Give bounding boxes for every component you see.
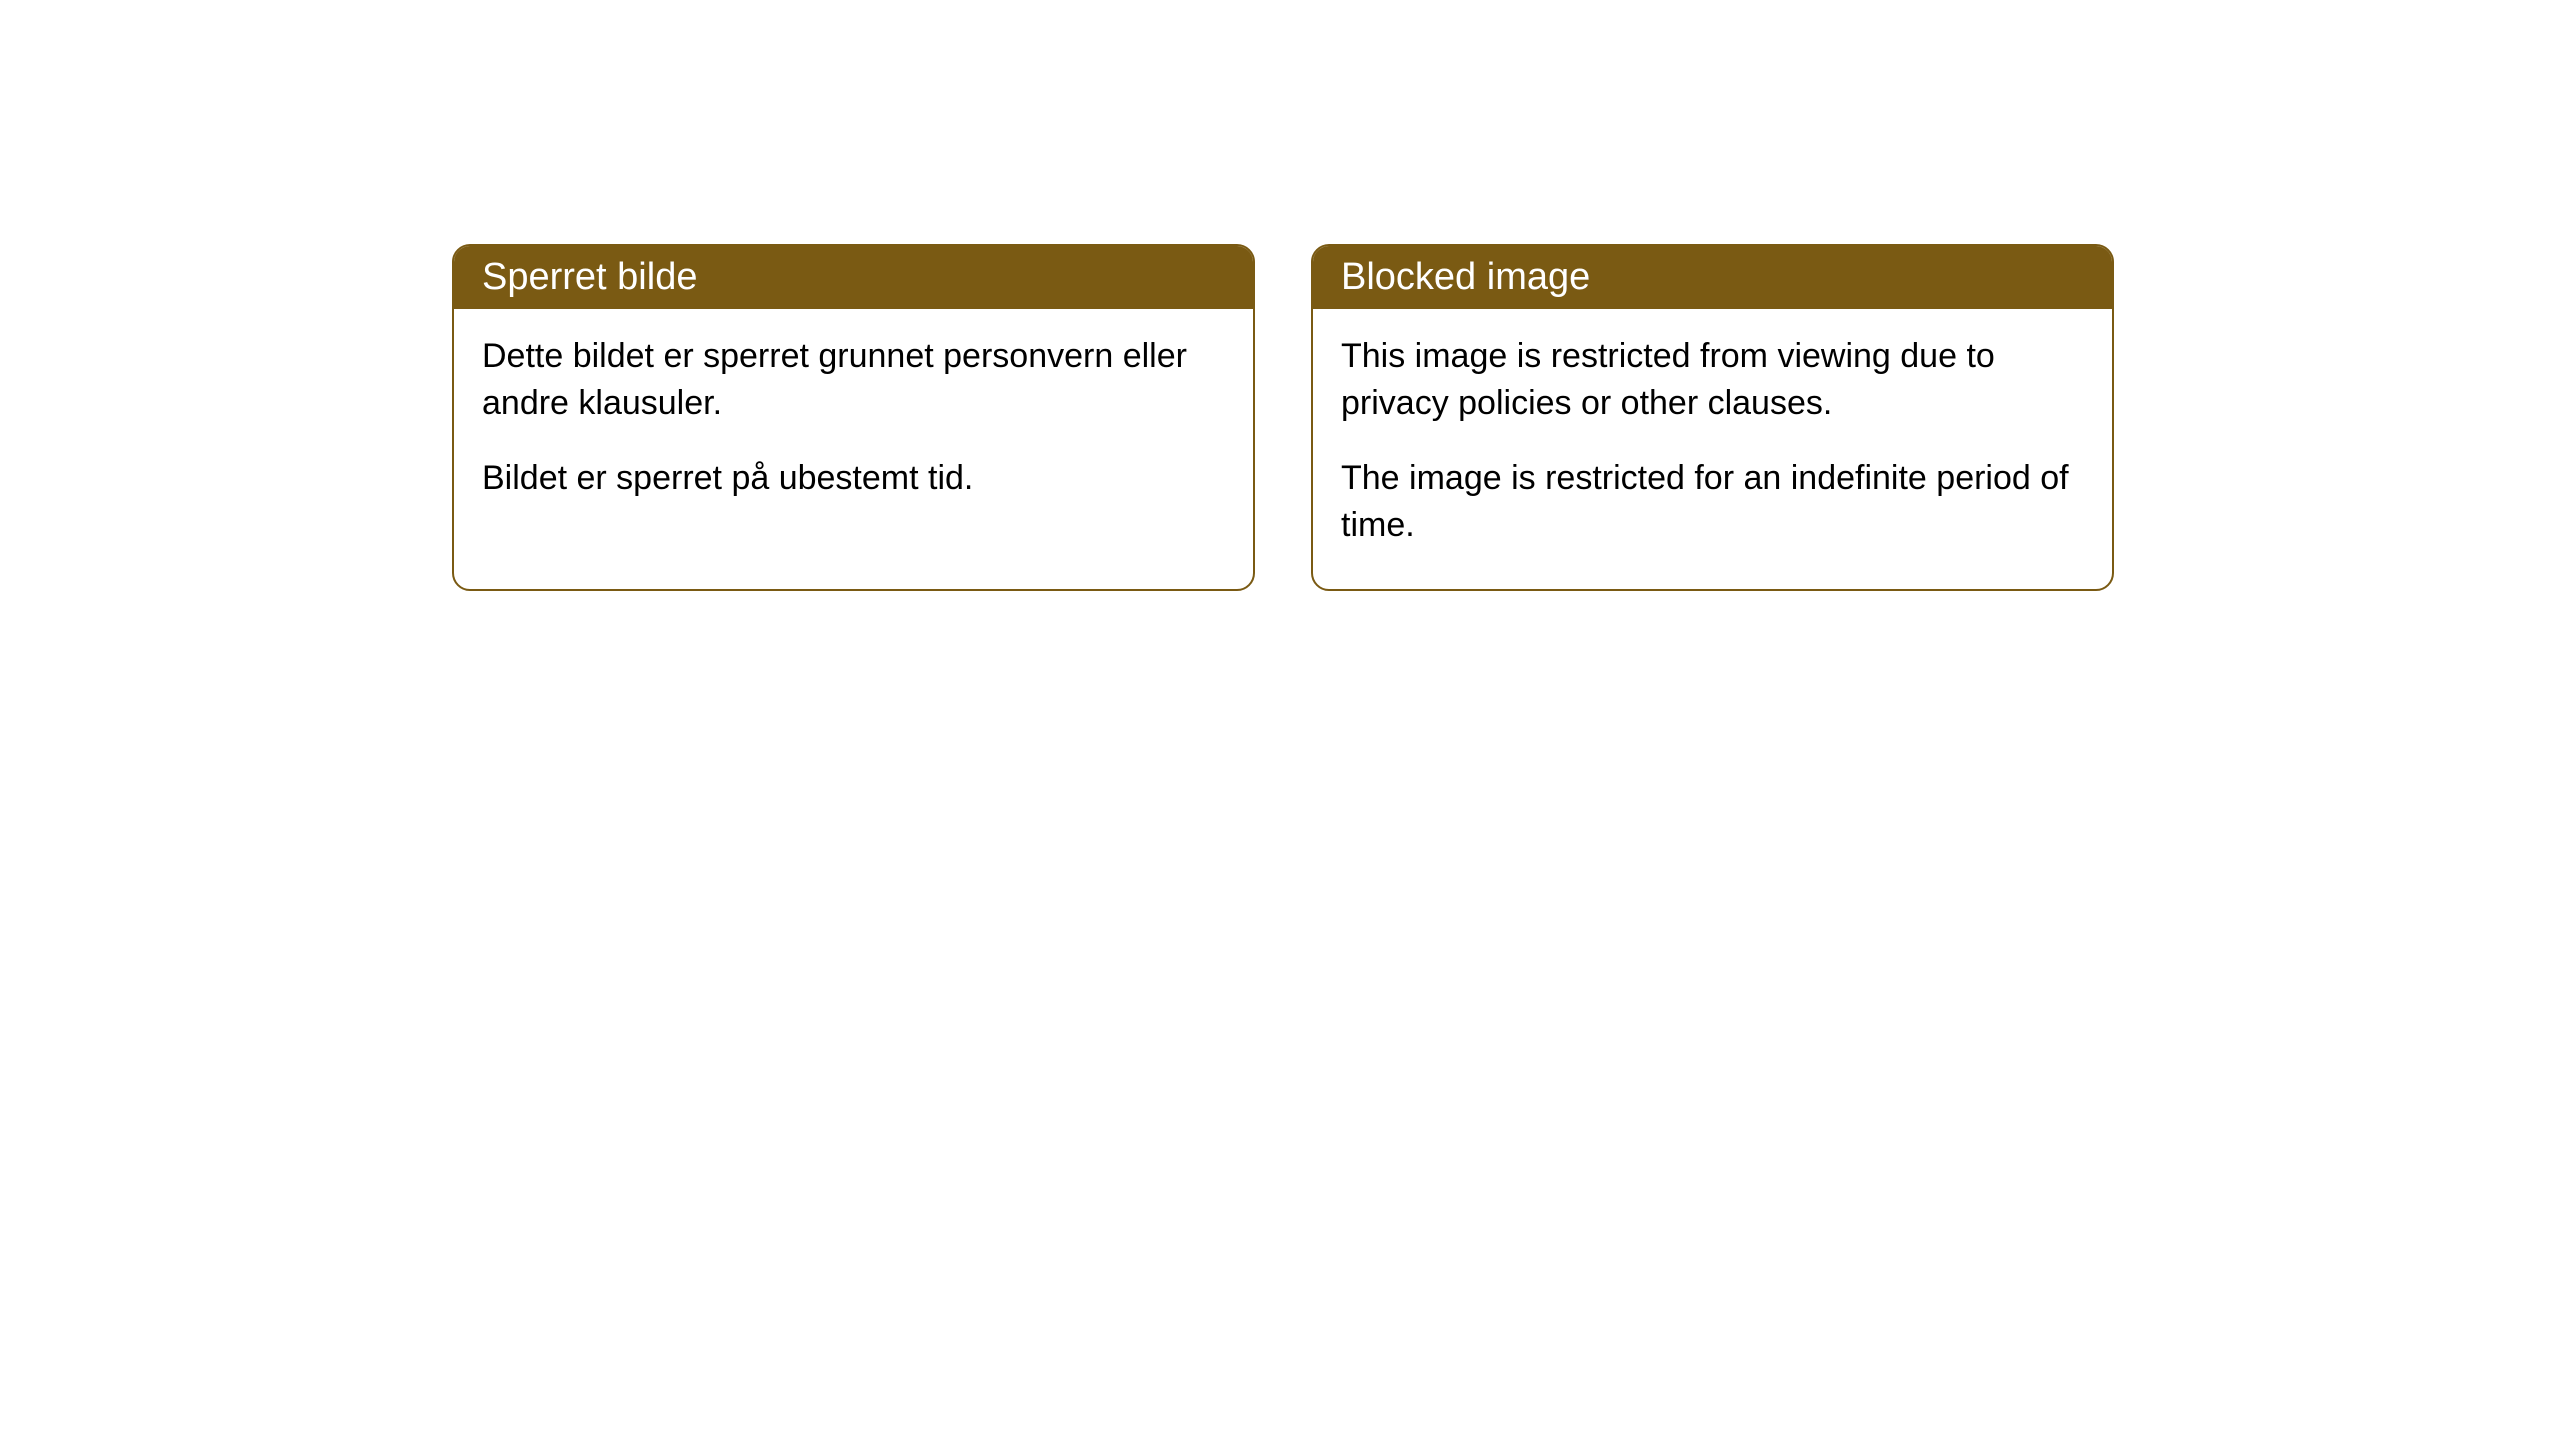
- card-title-english: Blocked image: [1341, 256, 1590, 298]
- cards-container: Sperret bilde Dette bildet er sperret gr…: [452, 244, 2560, 591]
- blocked-image-card-norwegian: Sperret bilde Dette bildet er sperret gr…: [452, 244, 1255, 591]
- card-paragraph-2-english: The image is restricted for an indefinit…: [1341, 455, 2084, 549]
- card-paragraph-1-norwegian: Dette bildet er sperret grunnet personve…: [482, 333, 1225, 427]
- card-body-english: This image is restricted from viewing du…: [1313, 309, 2112, 589]
- blocked-image-card-english: Blocked image This image is restricted f…: [1311, 244, 2114, 591]
- card-header-english: Blocked image: [1313, 246, 2112, 309]
- card-header-norwegian: Sperret bilde: [454, 246, 1253, 309]
- card-title-norwegian: Sperret bilde: [482, 256, 697, 298]
- card-body-norwegian: Dette bildet er sperret grunnet personve…: [454, 309, 1253, 542]
- card-paragraph-1-english: This image is restricted from viewing du…: [1341, 333, 2084, 427]
- card-paragraph-2-norwegian: Bildet er sperret på ubestemt tid.: [482, 455, 1225, 502]
